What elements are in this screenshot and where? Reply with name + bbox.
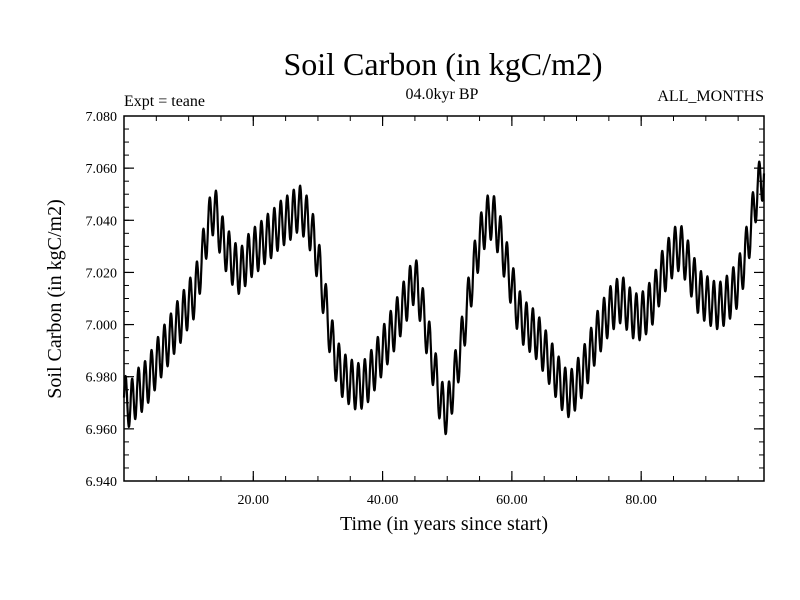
chart-subtitle: 04.0kyr BP <box>406 86 479 103</box>
tick-labels: 20.00 40.00 60.00 80.00 6.940 6.960 6.980 7.000… <box>86 110 657 508</box>
y-tick-label: 6.940 <box>86 475 118 490</box>
x-tick-label: 80.00 <box>625 493 657 508</box>
y-tick-label: 6.960 <box>86 423 118 438</box>
soil-carbon-series-line <box>122 160 766 436</box>
y-tick-label: 7.040 <box>86 214 118 229</box>
x-axis-label: Time (in years since start) <box>340 513 548 535</box>
series-group <box>122 160 766 436</box>
chart-title: Soil Carbon (in kgC/m2) <box>283 46 602 82</box>
plot-frame <box>123 115 765 482</box>
x-tick-label: 20.00 <box>238 493 270 508</box>
y-tick-label: 7.080 <box>86 110 118 125</box>
x-tick-label: 60.00 <box>496 493 528 508</box>
y-tick-label: 7.060 <box>86 162 118 177</box>
experiment-label: Expt = teane <box>124 93 205 110</box>
y-tick-label: 7.020 <box>86 266 118 281</box>
y-tick-label: 7.000 <box>86 319 118 334</box>
y-axis-label: Soil Carbon (in kgC/m2) <box>44 199 66 398</box>
y-tick-label: 6.980 <box>86 371 118 386</box>
months-label: ALL_MONTHS <box>657 88 764 105</box>
x-tick-label: 40.00 <box>367 493 399 508</box>
